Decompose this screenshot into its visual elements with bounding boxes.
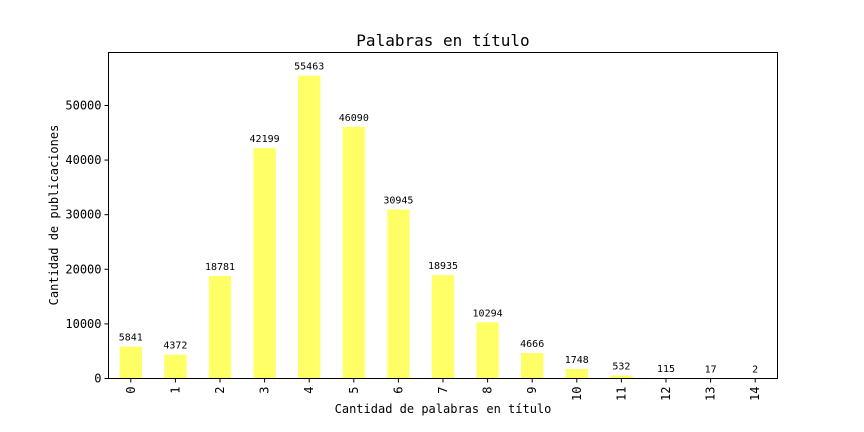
x-tick-label-9: 9	[525, 387, 539, 394]
bar-6	[387, 209, 410, 379]
chart-title: Palabras en título	[356, 31, 529, 50]
bar-4	[298, 75, 321, 379]
bar-11	[610, 375, 633, 379]
x-tick-label-3: 3	[258, 387, 272, 394]
x-tick-label-14: 14	[748, 387, 762, 401]
x-axis-label: Cantidad de palabras en título	[335, 402, 552, 416]
data-label-8: 10294	[473, 308, 503, 319]
bar-5	[342, 126, 365, 379]
x-tick-label-10: 10	[570, 387, 584, 401]
x-tick-label-0: 0	[124, 387, 138, 394]
x-axis: 0 1 2 3 4 5 6 7 8 9 10 11 12 13 14	[124, 378, 762, 401]
plot-frame	[108, 52, 778, 379]
x-tick-label-1: 1	[168, 387, 182, 394]
data-labels-group: 5841 4372 18781 42199 55463 46090 30945 18935 10…	[119, 62, 758, 376]
data-label-11: 532	[612, 362, 630, 373]
data-label-0: 5841	[119, 333, 143, 344]
bar-10	[565, 368, 588, 379]
bar-2	[208, 275, 232, 379]
y-tick-label-40000: 40000	[65, 153, 101, 167]
data-label-9: 4666	[520, 339, 544, 350]
data-label-5: 46090	[339, 113, 369, 124]
y-axis: 0 10000 20000 30000 40000 50000	[65, 98, 109, 386]
y-tick-label-50000: 50000	[65, 98, 101, 112]
bar-0	[119, 346, 142, 379]
bar-9	[521, 353, 544, 379]
y-axis-label: Cantidad de publicaciones	[47, 125, 61, 306]
x-tick-label-7: 7	[436, 387, 450, 394]
bars-group	[119, 75, 767, 379]
bar-7	[431, 275, 455, 379]
y-tick-label-30000: 30000	[65, 208, 101, 222]
y-tick-label-0: 0	[94, 372, 101, 386]
data-label-1: 4372	[163, 341, 187, 352]
data-label-7: 18935	[428, 261, 458, 272]
data-label-2: 18781	[205, 262, 235, 273]
data-label-13: 17	[705, 364, 717, 375]
x-tick-label-6: 6	[391, 387, 405, 394]
x-tick-label-11: 11	[614, 387, 628, 401]
y-tick-label-10000: 10000	[65, 317, 101, 331]
data-label-6: 30945	[383, 196, 413, 207]
x-tick-label-8: 8	[481, 387, 495, 394]
x-tick-label-12: 12	[659, 387, 673, 401]
bar-8	[476, 322, 499, 379]
x-tick-label-13: 13	[704, 387, 718, 401]
x-tick-label-4: 4	[302, 387, 316, 394]
bar-3	[253, 148, 276, 379]
data-label-12: 115	[657, 364, 675, 375]
y-tick-label-20000: 20000	[65, 262, 101, 276]
data-label-4: 55463	[294, 62, 324, 73]
data-label-3: 42199	[250, 134, 280, 145]
x-tick-label-2: 2	[213, 387, 227, 394]
bar-1	[164, 354, 187, 379]
data-label-10: 1748	[565, 355, 589, 366]
data-label-14: 2	[752, 364, 758, 375]
x-tick-label-5: 5	[347, 387, 361, 394]
